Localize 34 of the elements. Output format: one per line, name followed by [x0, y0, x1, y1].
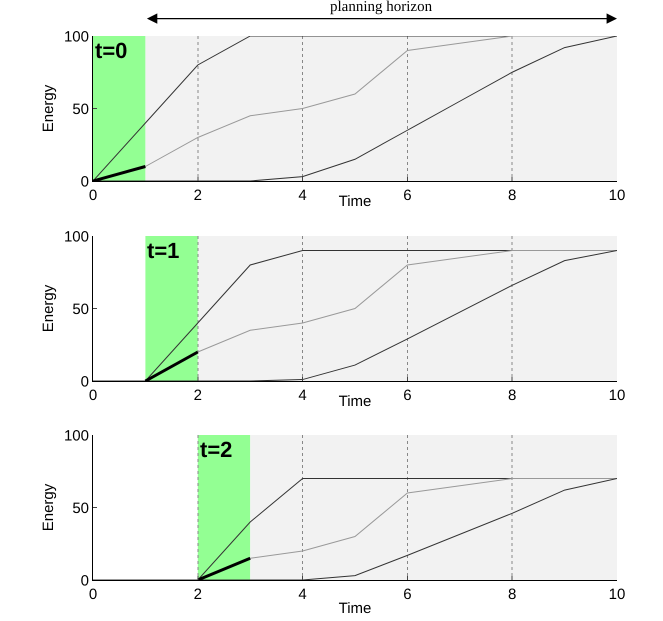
- x-tick-label: 10: [608, 187, 626, 204]
- x-axis-title: Time: [338, 600, 372, 617]
- y-axis-title: Energy: [40, 84, 58, 132]
- x-tick-label: 10: [608, 586, 626, 603]
- y-tick-label: 100: [64, 28, 89, 46]
- y-tick-label: 100: [64, 228, 89, 246]
- y-tick-label: 50: [72, 500, 89, 517]
- x-tick-label: 6: [403, 387, 412, 404]
- y-tick-label: 0: [80, 173, 89, 190]
- x-tick-label: 2: [194, 586, 202, 603]
- x-tick-label: 8: [508, 387, 516, 404]
- y-tick-label: 50: [72, 300, 89, 318]
- y-tick-label: 50: [72, 100, 89, 118]
- x-axis-title: Time: [338, 393, 372, 410]
- x-tick-label: 10: [608, 387, 626, 404]
- band-label: t=0: [95, 38, 128, 63]
- x-tick-label: 2: [194, 387, 202, 404]
- x-tick-label: 6: [403, 586, 412, 603]
- x-tick-label: 4: [298, 187, 307, 204]
- x-tick-label: 2: [194, 187, 202, 204]
- x-axis-title: Time: [338, 193, 372, 210]
- x-tick-label: 8: [508, 586, 516, 603]
- band-label: t=2: [200, 437, 232, 462]
- x-tick-label: 4: [298, 586, 307, 603]
- x-tick-label: 6: [403, 187, 412, 204]
- text: planning horizon: [330, 0, 433, 15]
- x-tick-label: 4: [298, 387, 307, 404]
- y-tick-label: 0: [80, 373, 89, 390]
- y-axis-title: Energy: [40, 284, 58, 332]
- y-tick-label: 100: [64, 427, 89, 444]
- y-tick-label: 0: [80, 572, 89, 590]
- band-label: t=1: [147, 238, 180, 263]
- y-axis-title: Energy: [40, 483, 58, 532]
- x-tick-label: 8: [508, 187, 516, 204]
